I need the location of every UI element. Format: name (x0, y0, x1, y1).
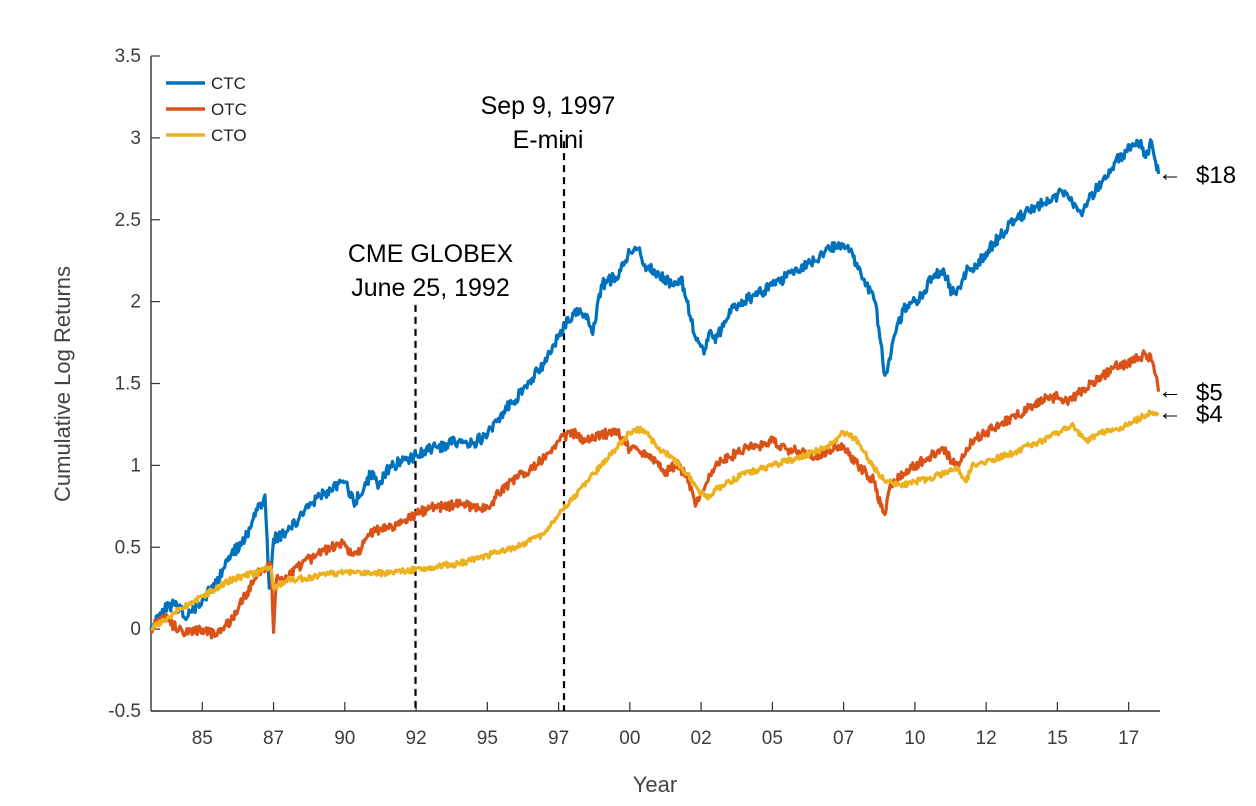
series-lines (149, 138, 1161, 640)
end-value-label: $18 (1196, 162, 1236, 189)
y-tick-label: 2.5 (115, 210, 141, 231)
y-axis-title: Cumulative Log Returns (50, 266, 75, 502)
y-tick-label: 3.5 (115, 46, 141, 67)
legend-label-ctc: CTC (211, 74, 246, 93)
x-tick-label: 95 (477, 728, 498, 749)
legend-label-cto: CTO (211, 126, 247, 145)
x-tick-label: 12 (976, 728, 997, 749)
end-value-label: $5 (1196, 380, 1223, 407)
event-annotation: June 25, 1992 (351, 274, 509, 302)
x-axis-title: Year (633, 772, 677, 797)
end-value-labels: ← $18 ← $5 ← $4 (1158, 160, 1236, 428)
legend: CTC OTC CTO (166, 74, 247, 145)
y-tick-label: 3 (130, 128, 141, 149)
series-line-cto (150, 409, 1160, 631)
series-line-ctc (149, 138, 1161, 630)
event-lines: CME GLOBEX June 25, 1992 Sep 9, 1997 E-mini (348, 92, 616, 711)
end-arrow: ← (1158, 399, 1182, 426)
x-tick-label: 07 (833, 728, 854, 749)
x-tick-label: 85 (192, 728, 213, 749)
x-axis-ticks: 85 87 90 92 95 97 00 02 05 07 10 12 15 17 (192, 702, 1139, 749)
x-tick-label: 90 (334, 728, 355, 749)
event-annotation: CME GLOBEX (348, 240, 514, 268)
x-tick-label: 05 (762, 728, 783, 749)
legend-label-otc: OTC (211, 100, 247, 119)
y-tick-label: 2 (130, 292, 141, 313)
x-tick-label: 97 (548, 728, 569, 749)
y-tick-label: -0.5 (108, 701, 141, 722)
y-tick-label: 1 (130, 455, 141, 476)
x-tick-label: 02 (691, 728, 712, 749)
series-line-otc (149, 349, 1161, 640)
x-tick-label: 00 (619, 728, 640, 749)
y-axis-ticks: -0.5 0 0.5 1 1.5 2 2.5 3 3.5 (108, 46, 160, 722)
event-annotation: E-mini (513, 126, 584, 154)
x-tick-label: 10 (904, 728, 925, 749)
y-tick-label: 0.5 (115, 537, 141, 558)
event-annotation: Sep 9, 1997 (481, 92, 616, 120)
x-tick-label: 92 (406, 728, 427, 749)
end-arrow: ← (1158, 378, 1182, 405)
x-tick-label: 15 (1047, 728, 1068, 749)
axes (150, 56, 1160, 712)
y-tick-label: 1.5 (115, 374, 141, 395)
end-value-label: $4 (1196, 401, 1223, 428)
x-tick-label: 17 (1118, 728, 1139, 749)
x-tick-label: 87 (263, 728, 284, 749)
y-tick-label: 0 (130, 619, 141, 640)
end-arrow: ← (1158, 160, 1182, 187)
